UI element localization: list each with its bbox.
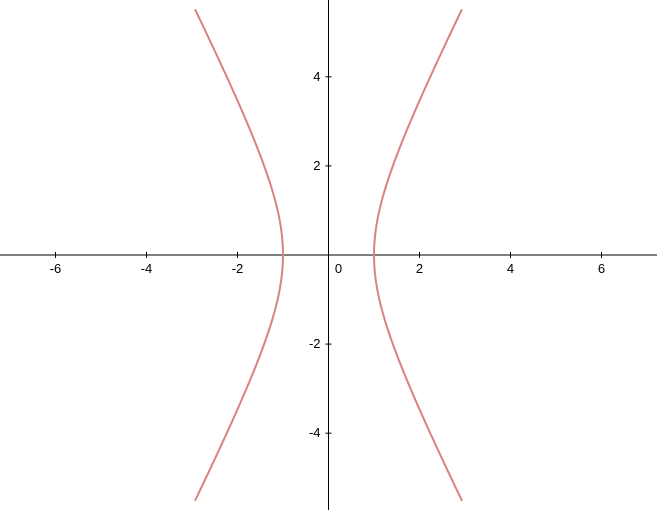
x-tick-label: 2 <box>416 261 423 276</box>
x-tick-label: 6 <box>598 261 605 276</box>
x-tick-label: -6 <box>50 261 62 276</box>
y-tick-label: -4 <box>309 425 321 440</box>
x-tick-label: -2 <box>232 261 244 276</box>
y-tick-label: 2 <box>313 158 320 173</box>
y-tick-label: -2 <box>309 336 321 351</box>
x-tick-label: 0 <box>335 261 342 276</box>
hyperbola-plot: -6 -4 -2 0 2 4 6 -4 -2 2 4 <box>0 0 657 510</box>
y-tick-label: 4 <box>313 69 320 84</box>
x-tick-label: -4 <box>141 261 153 276</box>
x-tick-label: 4 <box>507 261 514 276</box>
